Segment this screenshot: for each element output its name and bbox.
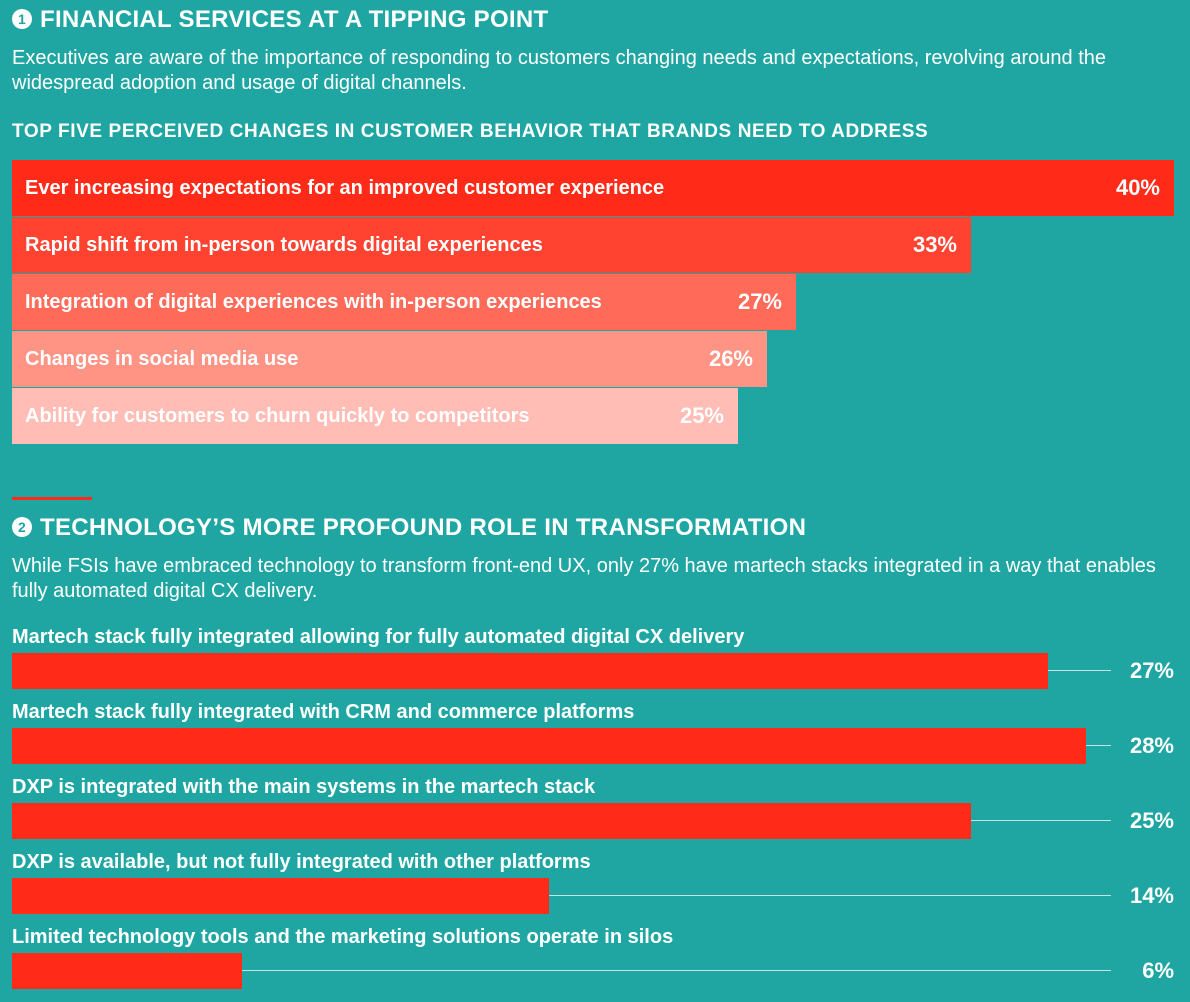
chart2-row: Martech stack fully integrated with CRM … bbox=[12, 697, 1176, 772]
chart1-bar: Ability for customers to churn quickly t… bbox=[12, 388, 738, 444]
chart1-bar-value: 40% bbox=[1115, 175, 1160, 200]
chart2-leader-line bbox=[971, 820, 1111, 821]
chart1-bar: Changes in social media use 26% bbox=[12, 331, 767, 387]
chart1-bar-label: Rapid shift from in-person towards digit… bbox=[25, 233, 543, 256]
chart1-bar-value: 26% bbox=[708, 346, 753, 371]
section1-number-badge: 1 bbox=[12, 9, 32, 29]
chart2-bar-label: Martech stack fully integrated with CRM … bbox=[12, 701, 635, 723]
chart2-bar bbox=[12, 953, 242, 989]
section1-title: 1 FINANCIAL SERVICES AT A TIPPING POINT bbox=[12, 6, 548, 34]
chart2-bar-value: 28% bbox=[1129, 733, 1174, 758]
chart2-bar-label: DXP is available, but not fully integrat… bbox=[12, 851, 591, 873]
chart2-bar-value: 6% bbox=[1142, 958, 1174, 983]
chart1-bar: Integration of digital experiences with … bbox=[12, 274, 796, 330]
chart1-bar-label: Changes in social media use bbox=[25, 347, 299, 370]
chart2-bar bbox=[12, 803, 971, 839]
chart2-row: DXP is integrated with the main systems … bbox=[12, 772, 1176, 847]
chart2-row: DXP is available, but not fully integrat… bbox=[12, 847, 1176, 922]
chart2-leader-line bbox=[1086, 745, 1111, 746]
section2-number-badge: 2 bbox=[12, 517, 32, 537]
chart1-bar: Ever increasing expectations for an impr… bbox=[12, 160, 1174, 216]
chart2-bar-label: DXP is integrated with the main systems … bbox=[12, 776, 596, 798]
section2-title: 2 TECHNOLOGY’S MORE PROFOUND ROLE IN TRAN… bbox=[12, 514, 806, 542]
chart2-bar bbox=[12, 653, 1048, 689]
chart2-bar bbox=[12, 728, 1086, 764]
chart2-row: Limited technology tools and the marketi… bbox=[12, 922, 1176, 997]
chart1-customer-behavior-bars: Ever increasing expectations for an impr… bbox=[12, 160, 1174, 446]
chart1-bar-value: 25% bbox=[679, 403, 724, 428]
chart2-bar-label: Limited technology tools and the marketi… bbox=[12, 926, 674, 948]
chart2-leader-line bbox=[549, 895, 1111, 896]
section2-intro: While FSIs have embraced technology to t… bbox=[12, 555, 1156, 602]
section1-title-text: FINANCIAL SERVICES AT A TIPPING POINT bbox=[40, 6, 549, 33]
chart2-leader-line bbox=[1048, 670, 1111, 671]
chart2-martech-integration-bars: Martech stack fully integrated allowing … bbox=[12, 622, 1176, 1002]
chart1-bar-value: 33% bbox=[912, 232, 957, 257]
section1-intro: Executives are aware of the importance o… bbox=[12, 47, 1106, 94]
chart2-bar-value: 27% bbox=[1129, 658, 1174, 683]
chart2-bar-value: 25% bbox=[1129, 808, 1174, 833]
chart2-bar-value: 14% bbox=[1129, 883, 1174, 908]
chart1-bar-value: 27% bbox=[737, 289, 782, 314]
chart1-bar-label: Ever increasing expectations for an impr… bbox=[25, 176, 665, 199]
chart2-leader-line bbox=[242, 970, 1111, 971]
chart1-subhead: TOP FIVE PERCEIVED CHANGES IN CUSTOMER B… bbox=[12, 121, 929, 142]
chart2-row: Martech stack fully integrated allowing … bbox=[12, 622, 1176, 697]
chart2-bar-label: Martech stack fully integrated allowing … bbox=[12, 626, 745, 648]
chart1-bar-label: Integration of digital experiences with … bbox=[25, 290, 602, 313]
chart2-bar bbox=[12, 878, 549, 914]
chart1-bar-label: Ability for customers to churn quickly t… bbox=[25, 404, 530, 427]
section2-title-text: TECHNOLOGY’S MORE PROFOUND ROLE IN TRANS… bbox=[40, 514, 807, 541]
chart1-bar: Rapid shift from in-person towards digit… bbox=[12, 217, 971, 273]
section-divider bbox=[12, 497, 92, 500]
